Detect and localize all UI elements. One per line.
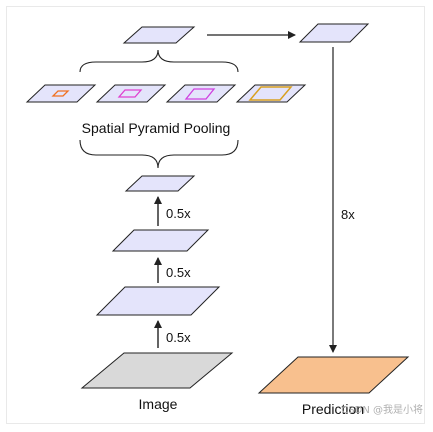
input-image-plane bbox=[80, 352, 234, 389]
feature-map-1 bbox=[95, 286, 221, 316]
diagram-frame bbox=[6, 6, 425, 424]
pool-region-2 bbox=[117, 89, 143, 98]
input-label: Image bbox=[139, 396, 178, 412]
prediction-plane bbox=[257, 356, 410, 394]
pool-region-1 bbox=[51, 90, 70, 97]
pool-region-4 bbox=[248, 86, 293, 101]
pool-map-1 bbox=[25, 84, 97, 103]
watermark-text: CSDN @我是小将 bbox=[341, 404, 423, 416]
pool-map-4 bbox=[235, 84, 307, 103]
scale-label-3: 0.5x bbox=[166, 206, 191, 221]
pooling-label: Spatial Pyramid Pooling bbox=[82, 120, 231, 136]
upsample-label: 8x bbox=[341, 207, 355, 222]
feature-map-3 bbox=[124, 175, 196, 192]
scale-label-2: 0.5x bbox=[166, 265, 191, 280]
pool-map-2 bbox=[95, 84, 167, 103]
scale-label-1: 0.5x bbox=[166, 330, 191, 345]
lower-brace bbox=[79, 139, 239, 169]
classifier-map bbox=[298, 23, 370, 43]
fused-feature-map bbox=[122, 26, 196, 44]
feature-map-2 bbox=[111, 229, 210, 252]
pool-map-3 bbox=[165, 84, 237, 103]
output-label: Prediction bbox=[302, 401, 364, 417]
upper-brace bbox=[79, 49, 239, 73]
pool-region-3 bbox=[184, 88, 216, 100]
